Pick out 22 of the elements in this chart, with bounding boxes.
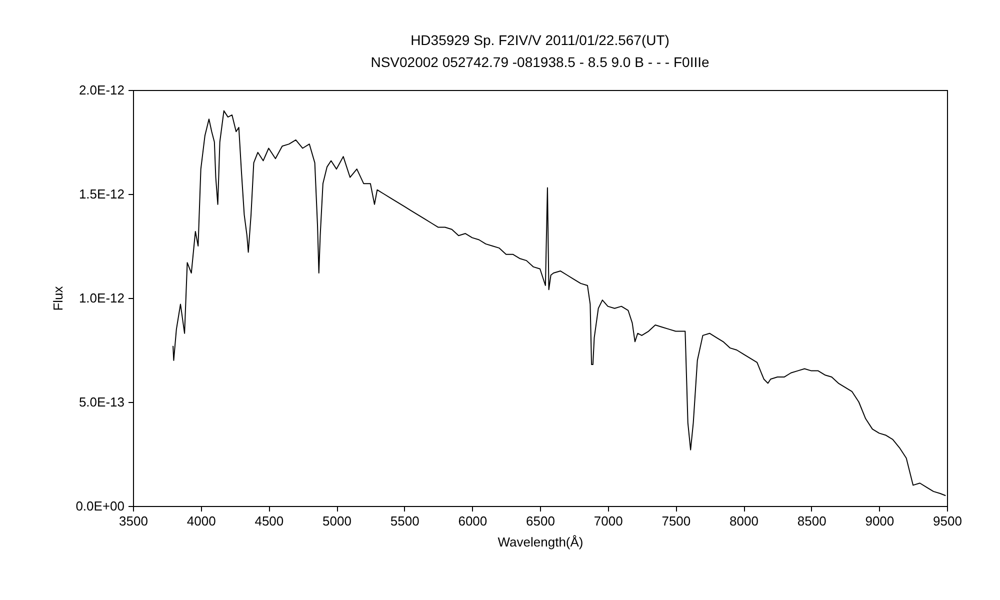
x-tick-label: 8500 xyxy=(797,514,826,528)
x-tick-label: 9000 xyxy=(865,514,894,528)
y-tick-label: 5.0E-13 xyxy=(78,394,124,410)
x-tick-label: 8000 xyxy=(730,514,758,528)
y-tick-label: 0.0E+00 xyxy=(76,498,124,514)
y-tick-label: 1.0E-12 xyxy=(78,290,124,306)
y-tick-label: 1.5E-12 xyxy=(78,186,124,202)
chart-title: HD35929 Sp. F2IV/V 2011/01/22.567(UT) xyxy=(410,32,670,48)
x-tick-label: 6000 xyxy=(458,514,488,528)
x-tick-label: 6500 xyxy=(526,514,555,528)
x-tick-label: 5000 xyxy=(322,514,352,528)
y-tick-label: 2.0E-12 xyxy=(78,82,124,98)
x-tick-label: 4500 xyxy=(254,514,284,528)
x-tick-label: 9500 xyxy=(933,514,962,528)
x-tick-label: 3500 xyxy=(119,514,148,528)
x-tick-label: 4000 xyxy=(186,514,216,528)
y-axis-title: Flux xyxy=(50,286,66,311)
x-tick-label: 7500 xyxy=(662,514,691,528)
x-axis-title: Wavelength(Å) xyxy=(498,534,584,550)
chart-subtitle: NSV02002 052742.79 -081938.5 - 8.5 9.0 B - - - F0IIIe xyxy=(370,54,710,70)
x-tick-label: 7000 xyxy=(594,514,623,528)
x-tick-label: 5500 xyxy=(390,514,420,528)
